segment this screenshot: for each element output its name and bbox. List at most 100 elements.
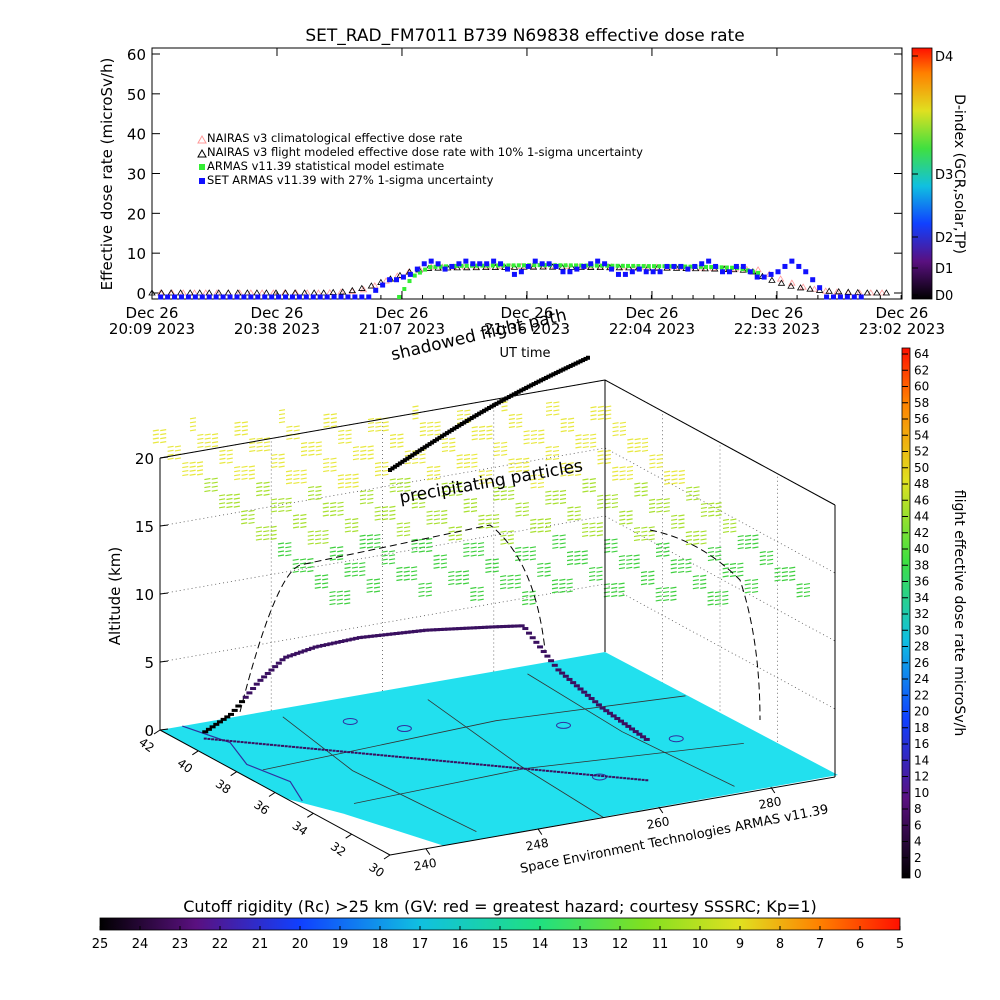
set-armas-point: [650, 269, 656, 275]
rc-tick-label: 12: [612, 937, 629, 952]
particle-mark: [455, 578, 462, 581]
particle-mark: [367, 445, 374, 448]
particle-mark: [366, 582, 373, 585]
particle-mark: [448, 582, 455, 586]
particle-mark: [582, 486, 589, 489]
particle-mark: [434, 429, 441, 432]
particle-mark: [397, 485, 404, 489]
flight-point: [253, 682, 260, 686]
particle-mark: [248, 465, 255, 468]
set-armas-point: [678, 263, 684, 269]
particle-mark: [338, 437, 345, 440]
set-armas-point: [768, 271, 774, 277]
particle-mark: [611, 542, 618, 545]
particle-mark: [412, 417, 419, 420]
flight-point: [467, 626, 474, 630]
particle-mark: [700, 534, 707, 537]
shadow-path-point: [467, 417, 472, 422]
particle-mark: [722, 571, 729, 574]
flight-point: [629, 727, 636, 731]
particle-mark: [448, 486, 456, 489]
particle-mark: [693, 542, 700, 545]
particle-mark: [514, 574, 521, 577]
particle-mark: [648, 534, 655, 537]
particle-mark: [641, 530, 648, 533]
particle-mark: [493, 525, 500, 529]
particle-mark: [529, 558, 537, 561]
particle-mark: [352, 530, 359, 533]
particle-mark: [596, 578, 603, 581]
particle-mark: [285, 501, 292, 504]
x-tick-day: Dec 26: [625, 304, 678, 322]
particle-mark: [515, 514, 522, 517]
particle-mark: [249, 449, 256, 453]
set-armas-point: [400, 274, 406, 280]
particle-mark: [470, 598, 477, 602]
particle-mark: [655, 591, 662, 594]
particle-mark: [352, 526, 359, 529]
particle-mark: [434, 425, 441, 428]
particle-mark: [374, 533, 381, 537]
particle-mark: [367, 429, 375, 433]
nairas-flight-point: [148, 289, 156, 296]
particle-mark: [292, 518, 300, 521]
particle-mark: [315, 534, 322, 537]
particle-mark: [590, 445, 597, 448]
ground-track-point: [361, 752, 365, 755]
particle-mark: [678, 469, 685, 473]
particle-mark: [751, 586, 759, 590]
particle-mark: [715, 502, 722, 505]
flight-point: [518, 624, 525, 628]
particle-mark: [315, 453, 322, 456]
particle-mark: [774, 579, 781, 582]
ground-track-point: [347, 751, 351, 754]
particle-mark: [241, 425, 248, 428]
particle-mark: [470, 586, 477, 590]
particle-mark: [552, 449, 560, 452]
particle-mark: [211, 437, 219, 440]
particle-mark: [567, 474, 574, 477]
particle-mark: [597, 413, 604, 416]
particle-mark: [567, 470, 574, 473]
particle-mark: [337, 478, 344, 481]
altitude-tick-label: 0: [144, 722, 154, 740]
particle-mark: [226, 501, 233, 505]
particle-mark: [493, 442, 500, 445]
particle-mark: [375, 421, 382, 424]
ground-track-point: [483, 763, 487, 766]
particle-mark: [441, 521, 448, 525]
ground-track-point: [494, 765, 498, 768]
particle-mark: [575, 473, 582, 476]
state-boundary: [427, 699, 604, 818]
particle-mark: [582, 534, 589, 538]
particle-mark: [685, 570, 692, 573]
set-armas-point: [657, 269, 663, 275]
particle-mark: [330, 421, 337, 424]
particle-mark: [278, 453, 285, 456]
particle-mark: [434, 473, 441, 476]
particle-mark: [500, 587, 507, 590]
particle-mark: [626, 510, 633, 513]
particle-mark: [308, 498, 315, 501]
particle-mark: [367, 493, 374, 497]
particle-mark: [397, 433, 404, 436]
particle-mark: [329, 558, 336, 561]
ground-track-point: [461, 761, 465, 764]
y-tick-label: 50: [127, 86, 146, 104]
particle-mark: [545, 450, 552, 453]
particle-mark: [397, 489, 404, 493]
particle-mark: [692, 575, 699, 578]
shadow-path-point: [521, 387, 526, 392]
particle-mark: [477, 598, 484, 601]
particle-mark: [729, 570, 737, 574]
particle-mark: [551, 579, 559, 582]
particle-mark: [729, 562, 737, 566]
armas-stat-point: [407, 279, 412, 284]
particle-mark: [655, 595, 662, 598]
set-armas-point: [248, 294, 254, 300]
particle-mark: [211, 445, 219, 448]
particle-mark: [441, 490, 448, 493]
particle-mark: [263, 445, 271, 448]
set-armas-point: [567, 269, 573, 275]
particle-mark: [344, 598, 351, 601]
